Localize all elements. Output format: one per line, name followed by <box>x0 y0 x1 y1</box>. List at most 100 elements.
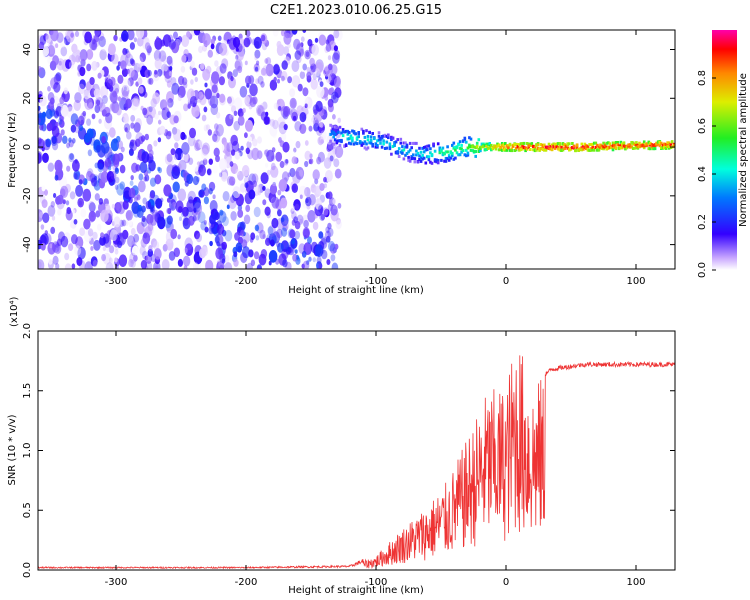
heatmap-cell <box>529 143 532 147</box>
heatmap-cell <box>68 243 74 252</box>
heatmap-cell <box>653 144 657 148</box>
heatmap-cell <box>511 144 515 148</box>
heatmap-cell <box>129 180 134 186</box>
heatmap-cell <box>457 153 460 157</box>
heatmap-cell <box>388 142 392 146</box>
heatmap-cell <box>197 164 204 173</box>
heatmap-cell <box>222 191 230 202</box>
heatmap-cells <box>38 30 675 269</box>
heatmap-cell <box>291 75 301 88</box>
heatmap-cell <box>99 85 109 99</box>
heatmap-cell <box>314 244 324 257</box>
heatmap-cell <box>146 114 154 125</box>
heatmap-cell <box>217 35 222 42</box>
heatmap-cell <box>582 145 585 149</box>
heatmap-cell <box>377 138 381 142</box>
heatmap-cell <box>233 120 240 131</box>
heatmap-cell <box>121 30 129 42</box>
heatmap-cell <box>120 146 125 153</box>
heatmap-cell <box>422 146 426 149</box>
heatmap-cell <box>418 154 421 158</box>
heatmap-cell <box>240 112 245 119</box>
heatmap-cell <box>147 50 151 56</box>
heatmap-cell <box>553 142 557 146</box>
heatmap-cell <box>329 139 332 143</box>
heatmap-cell <box>294 230 301 240</box>
heatmap-cell <box>401 151 404 155</box>
heatmap-cell <box>607 146 610 150</box>
heatmap-cell <box>444 159 448 163</box>
heatmap-cell <box>53 109 59 118</box>
y-tick-label: 0.5 <box>22 502 33 518</box>
heatmap-cell <box>310 78 318 90</box>
heatmap-cell <box>245 75 252 85</box>
heatmap-cell <box>328 240 335 252</box>
heatmap-cell <box>265 57 272 66</box>
heatmap-cell <box>329 123 332 127</box>
heatmap-cell <box>135 118 142 128</box>
heatmap-cell <box>174 142 179 149</box>
heatmap-cell <box>294 203 300 210</box>
heatmap-cell <box>233 258 239 267</box>
heatmap-cell <box>170 228 178 240</box>
heatmap-cell <box>282 220 289 231</box>
heatmap-cell <box>371 132 374 135</box>
heatmap-cell <box>332 131 335 135</box>
heatmap-cell <box>331 91 339 104</box>
heatmap-cell <box>337 130 340 134</box>
heatmap-cell <box>376 139 379 143</box>
heatmap-cell <box>230 195 236 204</box>
heatmap-cell <box>130 259 136 268</box>
heatmap-cell <box>424 148 428 152</box>
heatmap-cell <box>304 49 311 60</box>
y-tick-label: 0 <box>22 144 33 150</box>
heatmap-cell <box>268 260 272 266</box>
heatmap-cell <box>580 142 584 146</box>
heatmap-cell <box>142 232 151 245</box>
heatmap-cell <box>181 34 190 48</box>
heatmap-cell <box>477 138 481 142</box>
heatmap-cell <box>458 153 462 157</box>
heatmap-cell <box>416 160 420 164</box>
heatmap-cell <box>203 106 208 113</box>
heatmap-cell <box>84 31 92 44</box>
heatmap-cell <box>38 41 45 50</box>
heatmap-cell <box>145 200 152 210</box>
heatmap-cell <box>167 98 174 108</box>
heatmap-cell <box>170 148 176 156</box>
heatmap-cell <box>408 159 412 163</box>
heatmap-cell <box>184 237 193 250</box>
heatmap-cell <box>575 143 579 147</box>
heatmap-cell <box>460 150 463 154</box>
heatmap-cell <box>385 140 389 144</box>
heatmap-cell <box>219 158 228 171</box>
heatmap-cell <box>88 201 95 211</box>
heatmap-cell <box>248 173 257 185</box>
heatmap-cell <box>189 95 198 108</box>
heatmap-cell <box>290 208 295 214</box>
heatmap-cell <box>635 146 638 150</box>
heatmap-cell <box>164 72 172 84</box>
heatmap-cell <box>380 135 384 138</box>
heatmap-cell <box>117 96 122 102</box>
heatmap-cell <box>588 148 591 152</box>
x-tick-label: 0 <box>503 577 509 588</box>
heatmap-cell <box>490 148 493 152</box>
heatmap-cell <box>305 196 312 207</box>
heatmap-cell <box>130 227 136 236</box>
heatmap-cell <box>621 146 624 150</box>
heatmap-cell <box>322 207 329 216</box>
heatmap-cell <box>190 60 195 68</box>
heatmap-cell <box>60 235 69 248</box>
heatmap-cell <box>141 215 146 223</box>
heatmap-cell <box>605 147 608 151</box>
heatmap-cell <box>557 142 560 146</box>
heatmap-cell <box>466 153 470 157</box>
heatmap-cell <box>266 124 270 130</box>
heatmap-cell <box>153 140 158 147</box>
heatmap-cell <box>73 219 78 225</box>
heatmap-cell <box>87 228 94 237</box>
heatmap-cell <box>125 209 133 221</box>
heatmap-cell <box>79 49 88 62</box>
heatmap-cell <box>255 78 260 85</box>
